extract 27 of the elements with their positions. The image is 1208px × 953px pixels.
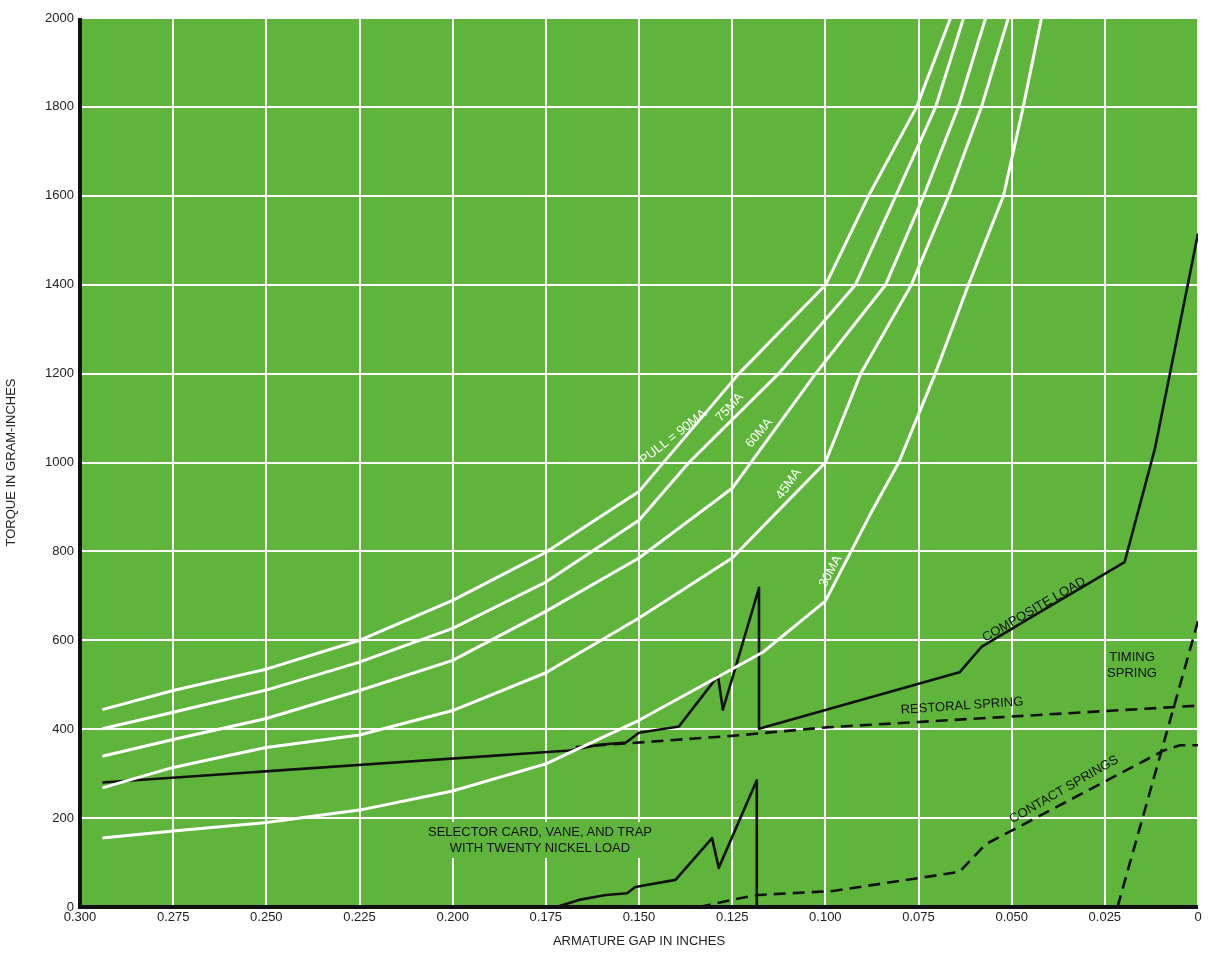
- annotation: SELECTOR CARD, VANE, AND TRAP WITH TWENTY NICKEL LOAD: [428, 823, 652, 855]
- y-tick-label: 1400: [45, 276, 74, 292]
- x-tick-label: 0.150: [622, 909, 656, 925]
- y-tick-label: 400: [52, 720, 74, 736]
- x-tick-label: 0: [1194, 909, 1202, 925]
- annotation: TIMING SPRING: [1107, 648, 1157, 680]
- y-axis-title: TORQUE IN GRAM-INCHES: [3, 378, 19, 547]
- y-tick-label: 1200: [45, 365, 74, 381]
- y-tick-label: 1600: [45, 187, 74, 203]
- x-tick-label: 0.225: [343, 909, 376, 925]
- x-tick-label: 0.100: [809, 909, 842, 925]
- x-tick-label: 0.175: [529, 909, 563, 925]
- y-tick-label: 200: [52, 809, 74, 825]
- y-tick-label: 2000: [45, 9, 74, 25]
- annotation: RESTORAL SPRING: [900, 693, 1024, 717]
- y-tick-label: 600: [52, 631, 74, 647]
- y-tick-label: 1800: [45, 98, 74, 114]
- x-tick-label: 0.125: [715, 909, 749, 925]
- x-tick-label: 0.025: [1088, 909, 1122, 925]
- x-tick-label: 0.075: [902, 909, 935, 925]
- y-tick-label: 1000: [45, 454, 74, 470]
- x-tick-label: 0.275: [156, 909, 190, 925]
- x-tick-label: 0.250: [250, 909, 283, 925]
- x-axis-title: ARMATURE GAP IN INCHES: [552, 932, 726, 948]
- y-tick-label: 800: [52, 542, 74, 558]
- x-tick-label: 0.200: [436, 909, 469, 925]
- x-tick-label: 0.050: [995, 909, 1028, 925]
